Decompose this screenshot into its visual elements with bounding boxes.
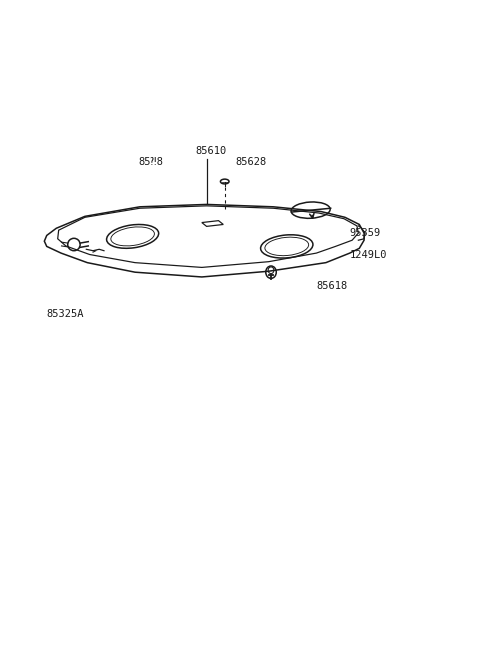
Text: 85⁈8: 85⁈8 <box>139 157 164 167</box>
Text: 1249L0: 1249L0 <box>350 250 387 260</box>
Text: 95359: 95359 <box>350 228 381 238</box>
Text: 85610: 85610 <box>196 146 227 156</box>
Text: 85628: 85628 <box>235 157 266 167</box>
Text: 85618: 85618 <box>316 281 348 290</box>
Ellipse shape <box>220 179 229 184</box>
Text: 85325A: 85325A <box>47 309 84 319</box>
